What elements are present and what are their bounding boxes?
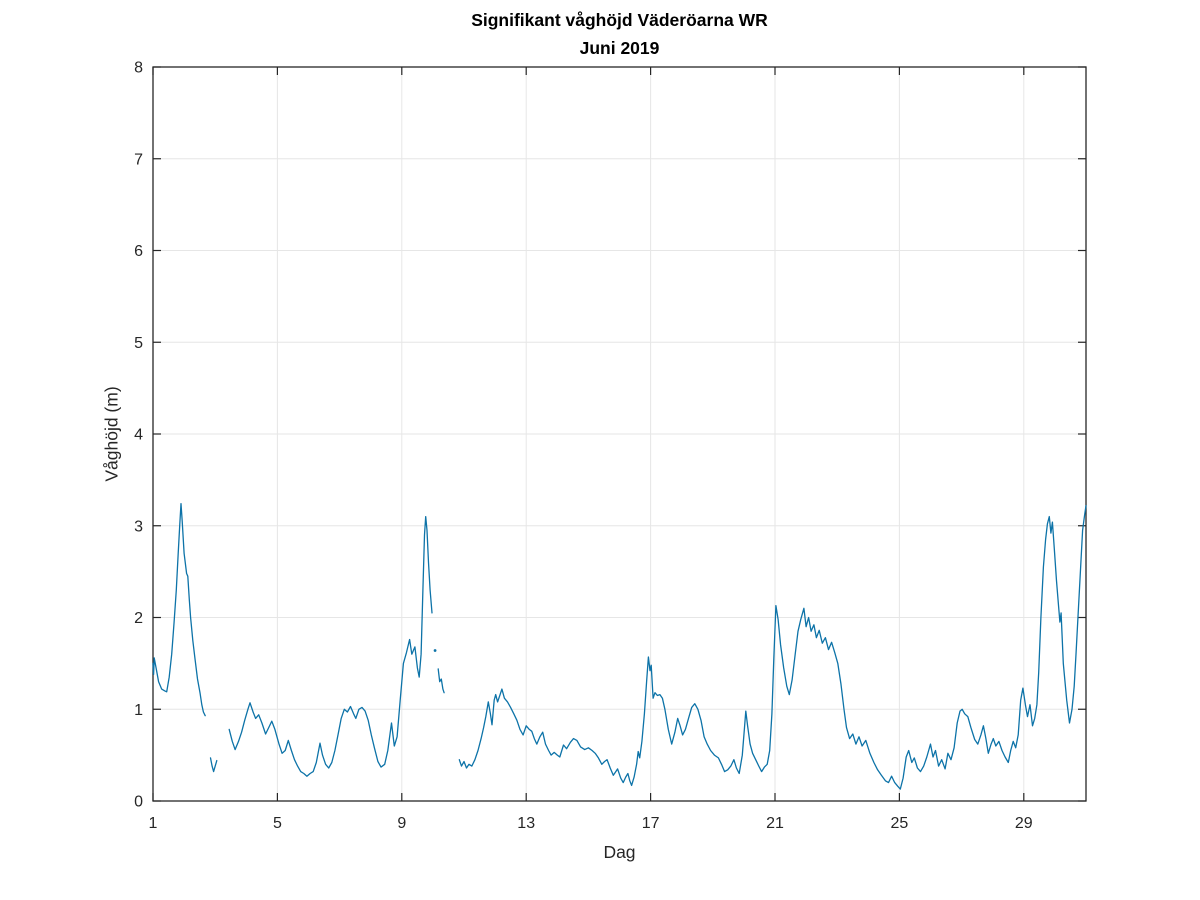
y-tick-label-6: 6	[134, 243, 143, 260]
chart-subtitle: Juni 2019	[579, 38, 660, 58]
y-axis-label: Våghöjd (m)	[101, 386, 122, 482]
data-point-dot	[433, 649, 437, 652]
wave-height-line-segment-0	[152, 503, 206, 717]
chart-title: Signifikant våghöjd Väderöarna WR	[471, 10, 768, 30]
chart-title-block: Signifikant våghöjd Väderöarna WR Juni 2…	[153, 6, 1086, 62]
y-tick-label-2: 2	[134, 610, 143, 627]
y-tick-label-7: 7	[134, 151, 143, 168]
x-axis-label: Dag	[603, 842, 636, 862]
x-tick-label-1: 1	[149, 815, 158, 832]
x-tick-label-9: 9	[397, 815, 406, 832]
wave-height-line-segment-1	[209, 757, 218, 773]
y-tick-label-4: 4	[134, 427, 143, 444]
y-tick-label-0: 0	[134, 794, 143, 811]
x-tick-label-25: 25	[891, 815, 909, 832]
x-tick-label-13: 13	[517, 815, 535, 832]
x-tick-label-5: 5	[273, 815, 282, 832]
wave-height-line-segment-4	[437, 668, 445, 694]
x-tick-label-17: 17	[642, 815, 660, 832]
y-tick-label-3: 3	[134, 518, 143, 535]
y-tick-label-8: 8	[134, 60, 143, 77]
y-tick-label-5: 5	[134, 335, 143, 352]
wave-height-line-segment-5	[458, 504, 1087, 790]
x-tick-label-29: 29	[1015, 815, 1033, 832]
wave-height-line-segment-2	[228, 515, 433, 777]
y-tick-label-1: 1	[134, 702, 143, 719]
x-tick-label-21: 21	[766, 815, 784, 832]
